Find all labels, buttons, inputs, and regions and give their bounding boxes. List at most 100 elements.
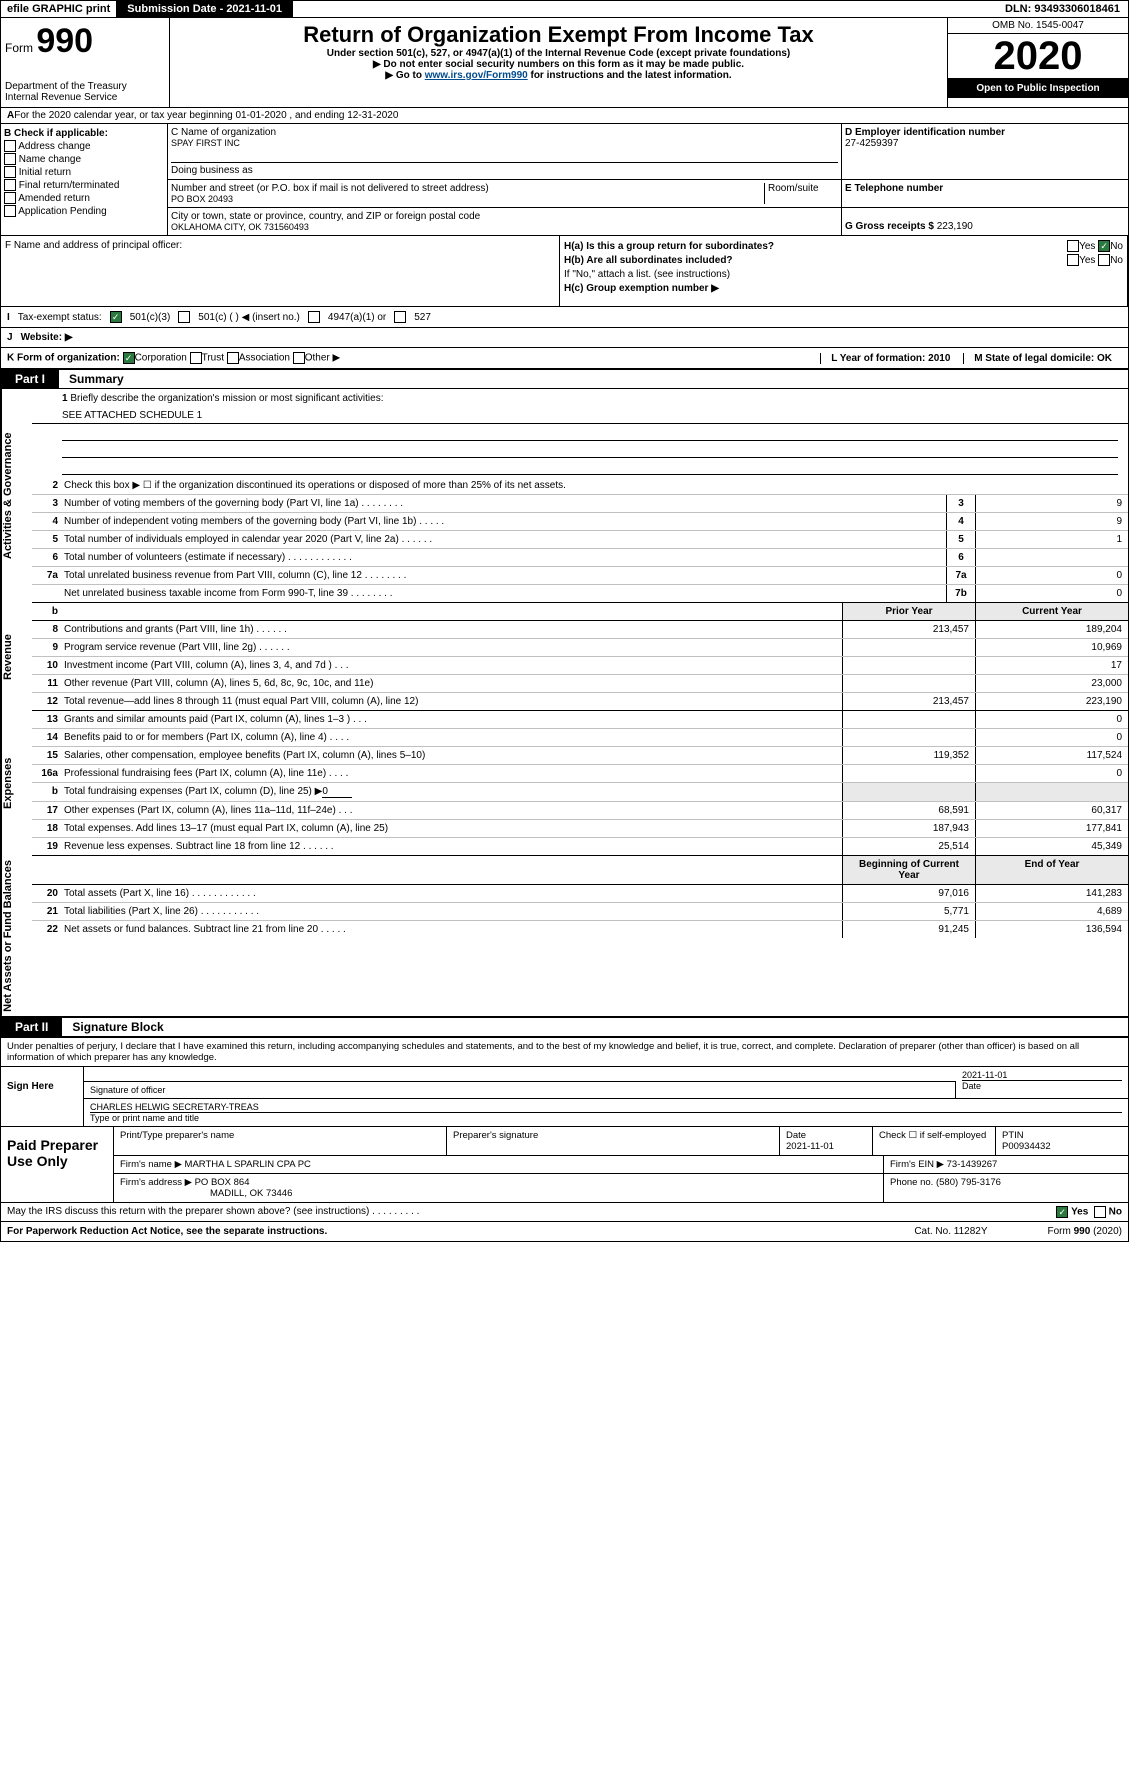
assoc-ck[interactable] bbox=[227, 352, 239, 364]
j-text: Website: ▶ bbox=[21, 332, 73, 343]
g-label: G Gross receipts $ bbox=[845, 221, 934, 232]
phone-label: Phone no. bbox=[890, 1177, 933, 1188]
amended-ck[interactable] bbox=[4, 192, 16, 204]
l18p: 187,943 bbox=[842, 820, 975, 837]
l4: Number of independent voting members of … bbox=[60, 513, 946, 530]
l16b-grey2 bbox=[975, 783, 1128, 801]
l16ap bbox=[842, 765, 975, 782]
bcd-row: B Check if applicable: Address change Na… bbox=[0, 124, 1129, 236]
head-beg: Beginning of Current Year bbox=[842, 856, 975, 884]
initial-ck[interactable] bbox=[4, 166, 16, 178]
l14: Benefits paid to or for members (Part IX… bbox=[60, 729, 842, 746]
part1-header: Part I Summary bbox=[0, 369, 1129, 389]
l8: Contributions and grants (Part VIII, lin… bbox=[60, 621, 842, 638]
room-label: Room/suite bbox=[764, 183, 838, 204]
head-curr: Current Year bbox=[975, 603, 1128, 620]
501c3-ck[interactable] bbox=[110, 311, 122, 323]
l3v: 9 bbox=[975, 495, 1128, 512]
omb: OMB No. 1545-0047 bbox=[948, 18, 1128, 34]
l13p bbox=[842, 711, 975, 728]
cat-no: Cat. No. 11282Y bbox=[914, 1226, 987, 1237]
sign-here-label: Sign Here bbox=[1, 1067, 84, 1126]
discuss-no-ck[interactable] bbox=[1094, 1206, 1106, 1218]
irs-link[interactable]: www.irs.gov/Form990 bbox=[425, 70, 528, 81]
l7a: Total unrelated business revenue from Pa… bbox=[60, 567, 946, 584]
submission-date[interactable]: Submission Date - 2021-11-01 bbox=[117, 1, 293, 17]
l1-desc: Briefly describe the organization's miss… bbox=[70, 393, 383, 404]
dept-treasury: Department of the Treasury bbox=[5, 81, 165, 92]
l12c: 223,190 bbox=[975, 693, 1128, 710]
l19: Revenue less expenses. Subtract line 18 … bbox=[60, 838, 842, 855]
l9p bbox=[842, 639, 975, 656]
side-net: Net Assets or Fund Balances bbox=[1, 856, 32, 1016]
l3: Number of voting members of the governin… bbox=[60, 495, 946, 512]
state-domicile: M State of legal domicile: OK bbox=[963, 353, 1122, 364]
trust-ck[interactable] bbox=[190, 352, 202, 364]
gross-receipts: 223,190 bbox=[937, 221, 973, 232]
l6: Total number of volunteers (estimate if … bbox=[60, 549, 946, 566]
firm-name-label: Firm's name ▶ bbox=[120, 1159, 182, 1170]
4947-ck[interactable] bbox=[308, 311, 320, 323]
l5: Total number of individuals employed in … bbox=[60, 531, 946, 548]
l4v: 9 bbox=[975, 513, 1128, 530]
efile-label[interactable]: efile GRAPHIC print bbox=[1, 1, 117, 17]
head-end: End of Year bbox=[975, 856, 1128, 884]
name-change-ck[interactable] bbox=[4, 153, 16, 165]
addr: PO BOX 20493 bbox=[171, 194, 764, 204]
l13: Grants and similar amounts paid (Part IX… bbox=[60, 711, 842, 728]
header-right: OMB No. 1545-0047 2020 Open to Public In… bbox=[947, 18, 1128, 107]
irs-label: Internal Revenue Service bbox=[5, 92, 165, 103]
l7b: Net unrelated business taxable income fr… bbox=[60, 585, 946, 602]
j-label: J bbox=[7, 332, 13, 343]
527-ck[interactable] bbox=[394, 311, 406, 323]
hb-no-ck[interactable] bbox=[1098, 254, 1110, 266]
501c-ck[interactable] bbox=[178, 311, 190, 323]
paid-preparer-block: Paid Preparer Use Only Print/Type prepar… bbox=[0, 1127, 1129, 1203]
side-expenses: Expenses bbox=[1, 711, 32, 856]
firm-addr1: PO BOX 864 bbox=[195, 1177, 250, 1188]
l12: Total revenue—add lines 8 through 11 (mu… bbox=[60, 693, 842, 710]
self-emp: Check ☐ if self-employed bbox=[873, 1127, 996, 1155]
b-title: B Check if applicable: bbox=[4, 128, 108, 139]
dln: DLN: 93493306018461 bbox=[997, 1, 1128, 17]
addr-label: Number and street (or P.O. box if mail i… bbox=[171, 183, 764, 194]
l10: Investment income (Part VIII, column (A)… bbox=[60, 657, 842, 674]
hb-yes-ck[interactable] bbox=[1067, 254, 1079, 266]
final-ck[interactable] bbox=[4, 179, 16, 191]
phone: (580) 795-3176 bbox=[936, 1177, 1001, 1188]
addr-change-ck[interactable] bbox=[4, 140, 16, 152]
form-title: Return of Organization Exempt From Incom… bbox=[174, 22, 943, 48]
hc-label: H(c) Group exemption number ▶ bbox=[564, 283, 719, 294]
discuss-row: May the IRS discuss this return with the… bbox=[0, 1203, 1129, 1222]
prep-date-h: Date bbox=[786, 1130, 806, 1141]
l17: Other expenses (Part IX, column (A), lin… bbox=[60, 802, 842, 819]
l11c: 23,000 bbox=[975, 675, 1128, 692]
signature-block: Under penalties of perjury, I declare th… bbox=[0, 1037, 1129, 1127]
pending-ck[interactable] bbox=[4, 205, 16, 217]
officer-name: CHARLES HELWIG SECRETARY-TREAS bbox=[90, 1102, 1122, 1113]
l15c: 117,524 bbox=[975, 747, 1128, 764]
l12p: 213,457 bbox=[842, 693, 975, 710]
other-ck[interactable] bbox=[293, 352, 305, 364]
uline3 bbox=[62, 460, 1118, 475]
ptin-label: PTIN bbox=[1002, 1130, 1024, 1141]
f-block: F Name and address of principal officer: bbox=[1, 236, 560, 306]
corp-ck[interactable] bbox=[123, 352, 135, 364]
ptin: P00934432 bbox=[1002, 1141, 1051, 1152]
revenue-section: Revenue bPrior YearCurrent Year 8Contrib… bbox=[0, 603, 1129, 711]
sub1: Under section 501(c), 527, or 4947(a)(1)… bbox=[174, 48, 943, 59]
city-label: City or town, state or province, country… bbox=[171, 211, 838, 222]
discuss-yes-ck[interactable] bbox=[1056, 1206, 1068, 1218]
g-block: G Gross receipts $ 223,190 bbox=[842, 208, 1128, 235]
h-block: H(a) Is this a group return for subordin… bbox=[560, 236, 1128, 306]
expenses-section: Expenses 13Grants and similar amounts pa… bbox=[0, 711, 1129, 856]
l1-val: SEE ATTACHED SCHEDULE 1 bbox=[32, 406, 1128, 424]
k-text: K Form of organization: bbox=[7, 353, 120, 364]
l10c: 17 bbox=[975, 657, 1128, 674]
e-label: E Telephone number bbox=[845, 183, 943, 194]
i-label: I bbox=[7, 312, 10, 323]
ha-yes-ck[interactable] bbox=[1067, 240, 1079, 252]
ha-no-ck[interactable] bbox=[1098, 240, 1110, 252]
part2-title: Signature Block bbox=[62, 1018, 173, 1036]
l11: Other revenue (Part VIII, column (A), li… bbox=[60, 675, 842, 692]
